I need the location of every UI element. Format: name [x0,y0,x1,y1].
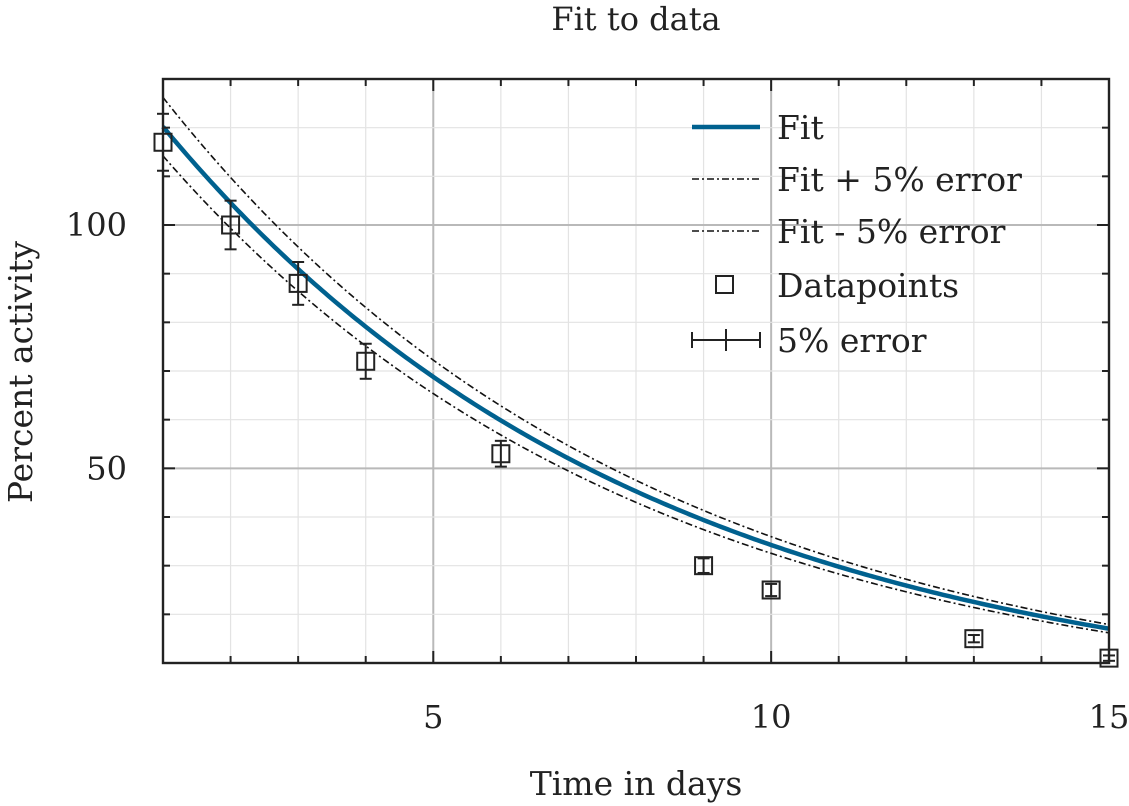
legend-fit-plus-label: Fit + 5% error [777,160,1022,199]
datapoint-marker [288,273,308,293]
x-tick-label: 15 [1089,698,1129,736]
fit-line [161,125,1110,631]
legend-error-label: 5% error [777,321,927,360]
x-tick-label: 10 [751,698,792,736]
x-tick-label: 5 [423,698,443,736]
x-axis-label: Time in days [530,764,743,803]
legend-datapoints-label: Datapoints [777,266,959,305]
fit-minus-error-line [162,155,1110,634]
datapoint-marker [491,444,511,464]
datapoint-marker [221,215,241,235]
y-axis-label: Percent activity [1,241,40,503]
fit-plus-error-line [162,96,1110,626]
legend-fit-label: Fit [777,108,824,147]
legend: Fit Fit + 5% error Fit - 5% error Datapo… [691,108,1022,360]
curves [161,96,1110,634]
datapoint-marker [964,629,984,649]
legend-datapoints-swatch [715,275,734,294]
datapoint-marker [694,556,714,576]
tick-labels: 5 10 15 50 100 [66,206,1129,736]
y-tick-label: 50 [86,449,127,487]
datapoint-marker [761,580,781,600]
legend-fit-minus-label: Fit - 5% error [777,212,1006,251]
chart-title: Fit to data [551,0,720,38]
y-tick-label: 100 [66,206,127,244]
datapoint-marker [356,351,376,371]
ticks [162,78,1110,664]
grid [162,78,1110,664]
